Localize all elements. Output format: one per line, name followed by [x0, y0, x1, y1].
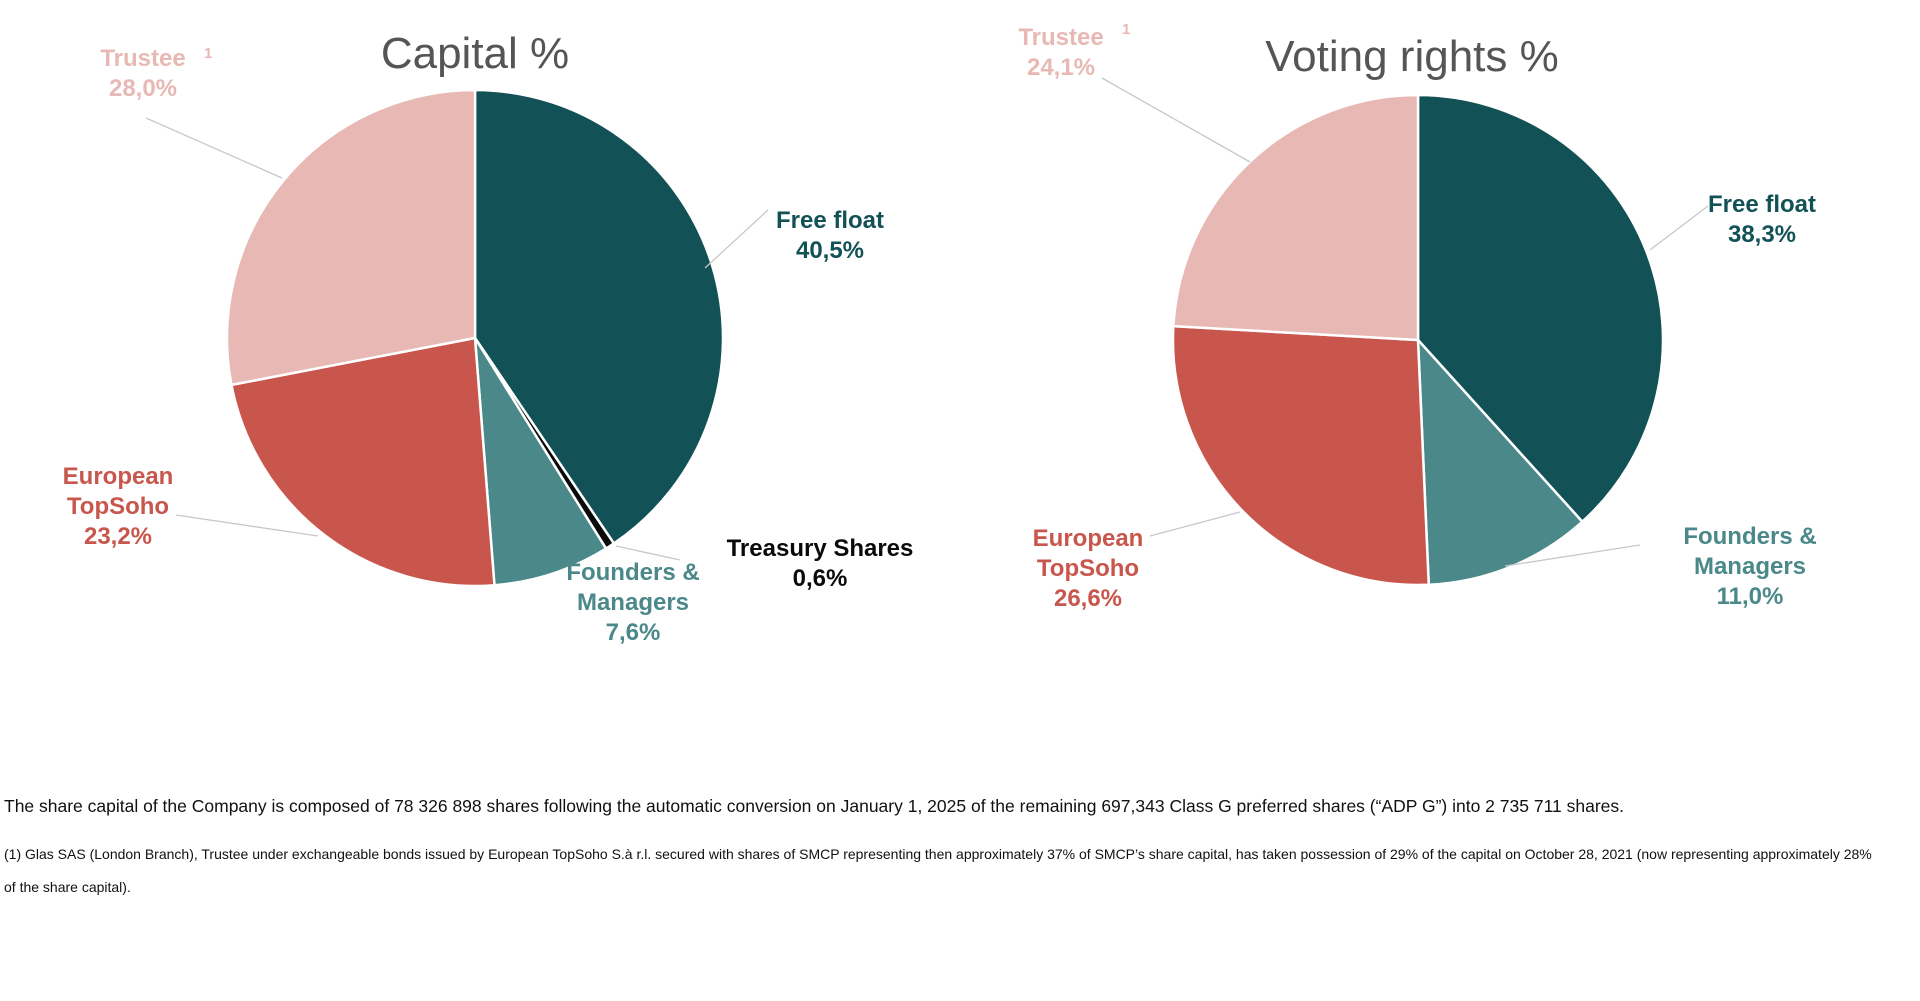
voting-european-topsoho-label: European TopSoho 26,6%	[1033, 525, 1144, 612]
capital-slice-founders	[473, 336, 608, 587]
capital-free-float-leader-line	[704, 209, 769, 269]
capital-european-topsoho-label: European TopSoho 23,2%	[63, 463, 174, 550]
capital-trustee-label: Trustee 28,0%	[100, 45, 185, 102]
voting-founders-leader-line	[1504, 544, 1641, 567]
voting-trustee-label: Trustee 24,1%	[1018, 24, 1103, 81]
shareholding-charts: Capital % Voting rights % Free float 40,5…	[63, 21, 1817, 646]
capital-slice-trustee	[225, 88, 477, 387]
capital-treasury-label: Treasury Shares 0,6%	[727, 535, 914, 592]
capital-free-float-label: Free float 40,5%	[776, 207, 884, 264]
capital-chart-title: Capital %	[381, 29, 569, 78]
voting-trustee-superscript: 1	[1122, 21, 1130, 38]
voting-slice-trustee	[1172, 93, 1420, 342]
voting-free-float-label: Free float 38,3%	[1708, 191, 1816, 248]
capital-pie: Free float 40,5% Treasury Shares 0,6% Founde…	[63, 45, 914, 646]
voting-free-float-leader-line	[1649, 205, 1709, 251]
capital-european-topsoho-leader-line	[175, 514, 319, 537]
capital-trustee-superscript: 1	[204, 45, 212, 62]
share-capital-note: The share capital of the Company is comp…	[4, 796, 1624, 816]
capital-treasury-leader-line	[615, 545, 681, 561]
capital-trustee-leader-line	[145, 117, 283, 179]
voting-slice-founders	[1416, 338, 1584, 587]
voting-trustee-leader-line	[1101, 77, 1251, 163]
voting-slice-european-topsoho	[1171, 324, 1431, 587]
trustee-footnote: (1) Glas SAS (London Branch), Trustee un…	[4, 846, 1872, 895]
voting-european-topsoho-leader-line	[1149, 511, 1241, 537]
capital-slice-free-float	[473, 88, 725, 545]
capital-slice-european-topsoho	[230, 336, 496, 588]
voting-founders-label: Founders & Managers 11,0%	[1683, 523, 1816, 610]
voting-rights-pie: Free float 38,3% Founders & Managers 11,0% Eu…	[1018, 21, 1816, 612]
capital-founders-label: Founders & Managers 7,6%	[566, 559, 699, 646]
voting-slice-free-float	[1416, 93, 1665, 523]
voting-rights-chart-title: Voting rights %	[1265, 32, 1559, 81]
